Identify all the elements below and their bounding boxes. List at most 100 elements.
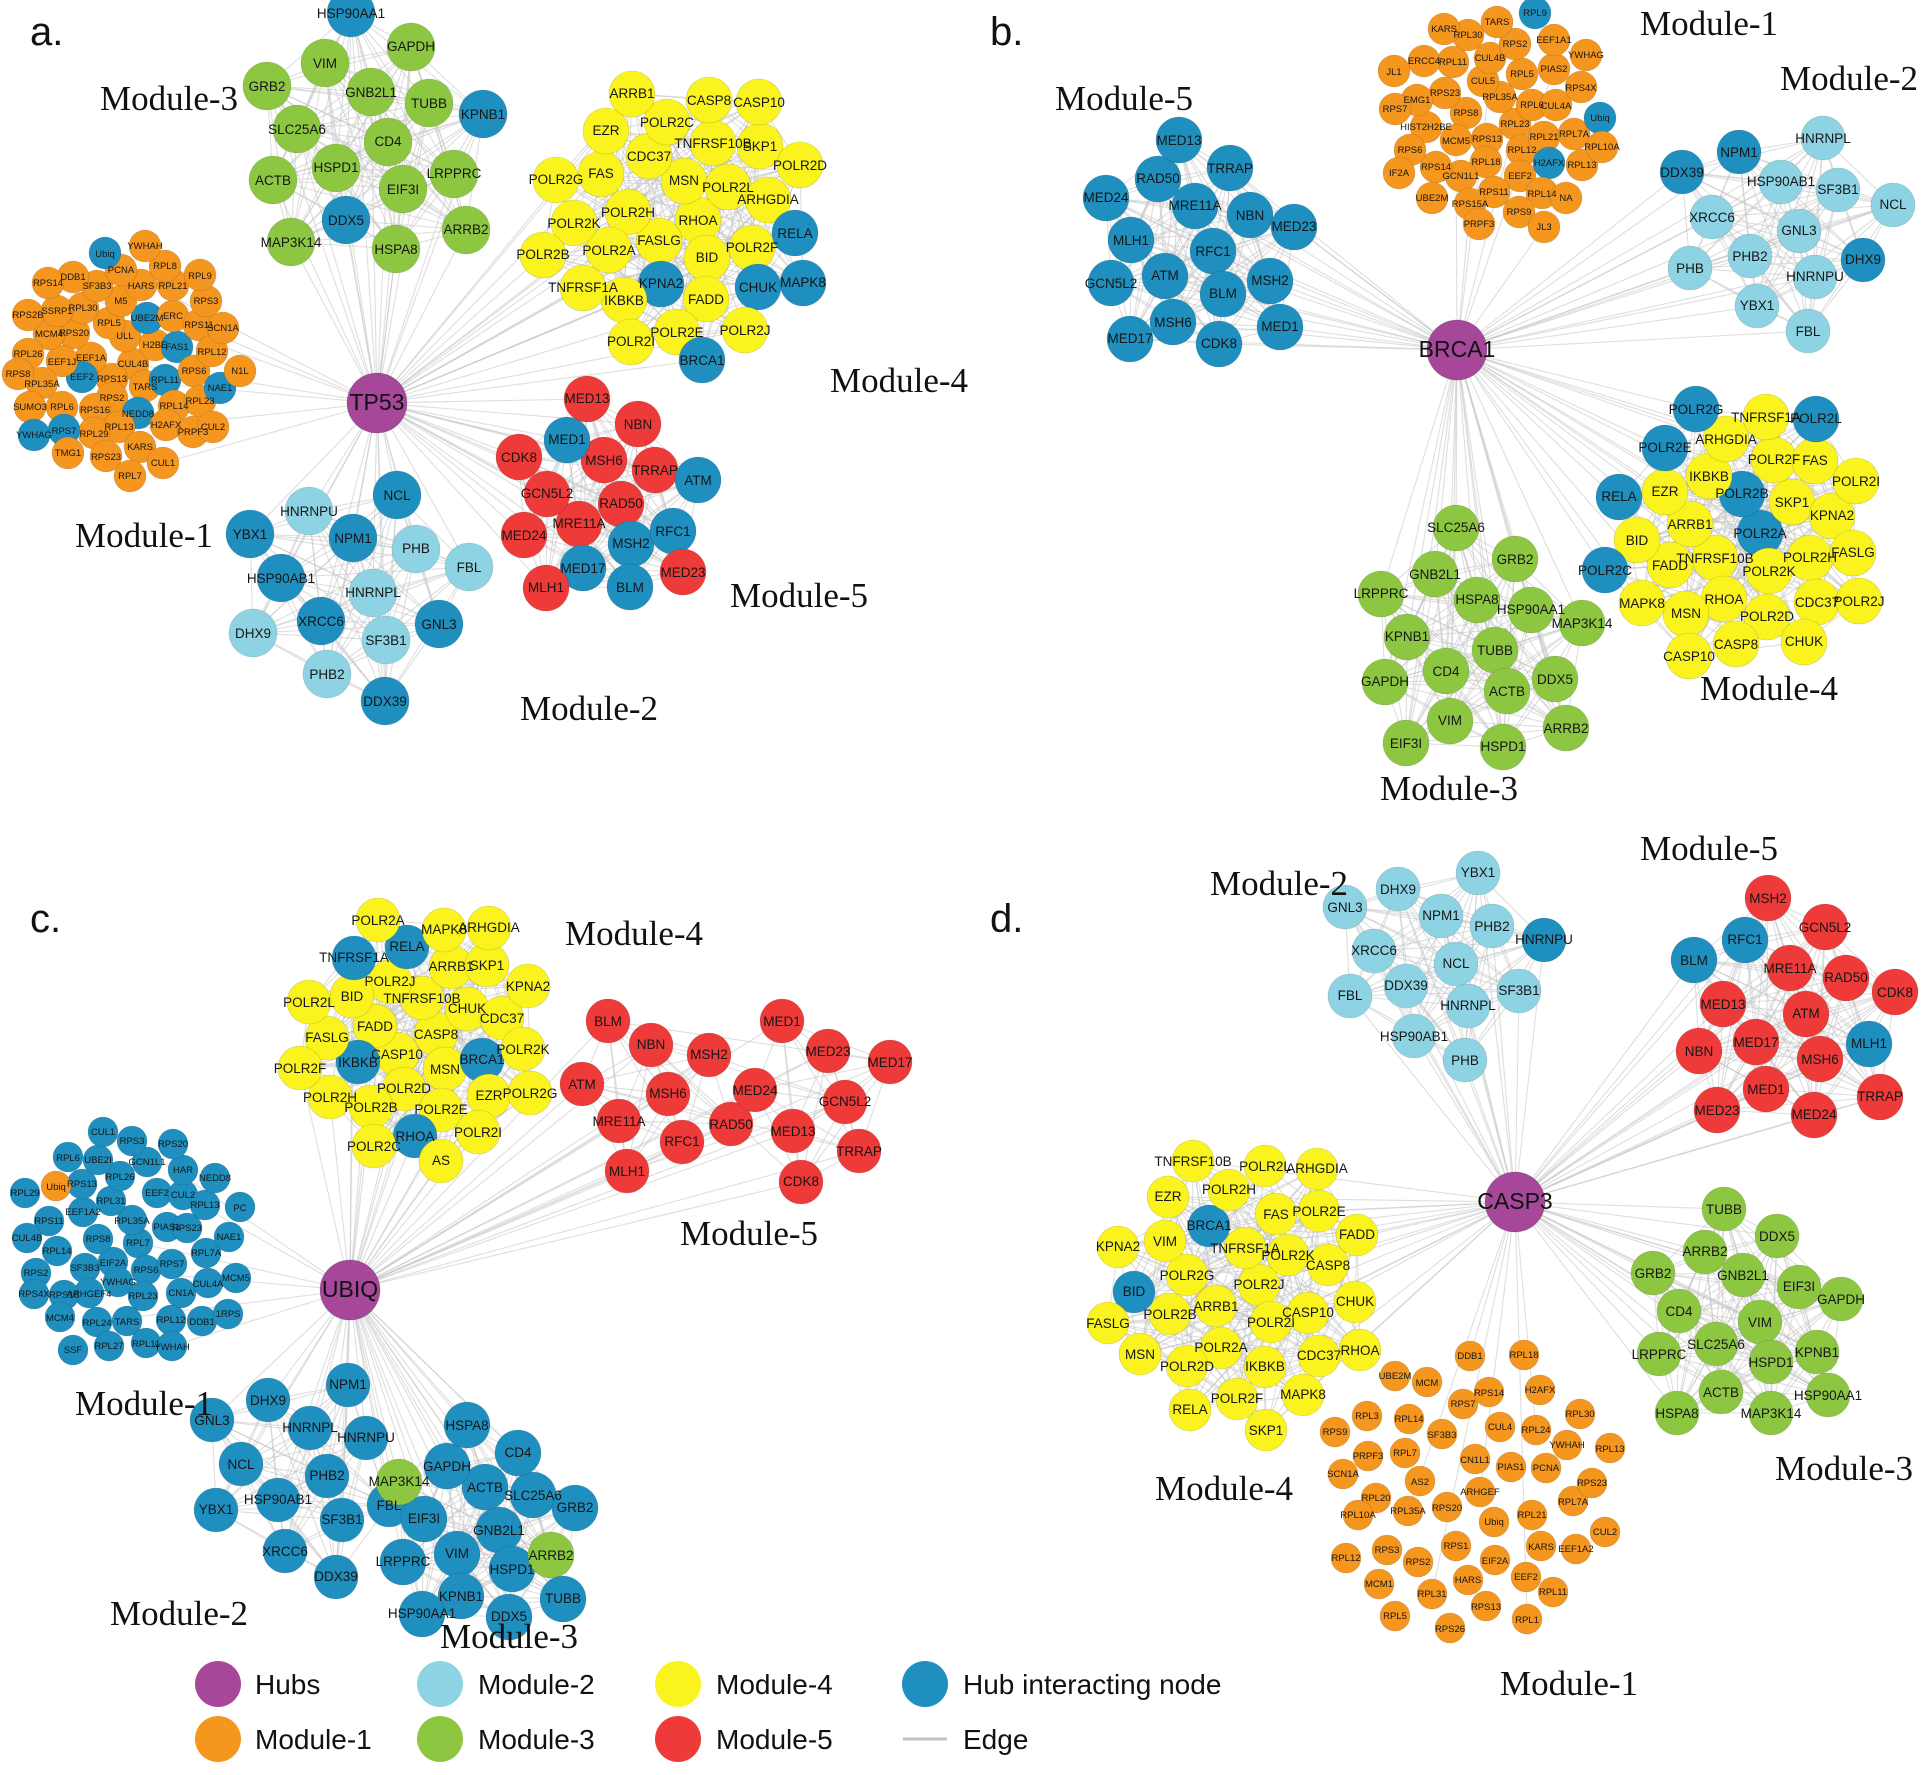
svg-text:MED13: MED13 (564, 391, 609, 406)
svg-text:SF3B1: SF3B1 (365, 633, 406, 648)
svg-text:RPL14: RPL14 (159, 401, 188, 412)
svg-text:POLR2J: POLR2J (1833, 594, 1884, 609)
svg-text:TUBB: TUBB (411, 96, 447, 111)
svg-text:RPL13: RPL13 (1567, 160, 1596, 171)
svg-text:POLR2I: POLR2I (607, 334, 655, 349)
svg-text:HSP90AB1: HSP90AB1 (244, 1492, 312, 1507)
svg-text:YBX1: YBX1 (199, 1502, 234, 1517)
svg-text:RPS7: RPS7 (52, 426, 77, 437)
svg-text:MED17: MED17 (1733, 1035, 1778, 1050)
svg-text:NBN: NBN (637, 1037, 666, 1052)
svg-text:ARHGDIA: ARHGDIA (1286, 1161, 1348, 1176)
svg-text:RPS16: RPS16 (49, 1290, 79, 1301)
svg-text:NEDD8: NEDD8 (199, 1173, 231, 1184)
svg-text:HNRNPL: HNRNPL (1795, 131, 1851, 146)
svg-text:POLR2K: POLR2K (496, 1042, 549, 1057)
svg-text:CASP8: CASP8 (687, 93, 731, 108)
svg-text:Module-2: Module-2 (478, 1669, 595, 1700)
svg-text:POLR2D: POLR2D (1740, 609, 1794, 624)
svg-text:RPL14: RPL14 (1394, 1414, 1423, 1425)
svg-text:Module-4: Module-4 (1700, 669, 1838, 708)
svg-text:FBL: FBL (1796, 324, 1821, 339)
svg-text:LRPPRC: LRPPRC (427, 166, 482, 181)
svg-text:KPNA2: KPNA2 (1096, 1239, 1140, 1254)
svg-text:POLR2J: POLR2J (364, 974, 415, 989)
svg-text:RPL18: RPL18 (1471, 157, 1500, 168)
svg-text:AS: AS (432, 1153, 450, 1168)
svg-text:BRCA1: BRCA1 (1186, 1218, 1231, 1233)
svg-text:RPS6: RPS6 (1398, 145, 1423, 156)
svg-text:FAS: FAS (588, 166, 614, 181)
svg-text:CDK8: CDK8 (783, 1174, 819, 1189)
svg-text:MED24: MED24 (732, 1083, 778, 1098)
svg-text:FASLG: FASLG (637, 233, 681, 248)
svg-text:HNRNPL: HNRNPL (1440, 998, 1496, 1013)
svg-text:CHUK: CHUK (1336, 1294, 1374, 1309)
svg-text:ARRB1: ARRB1 (1193, 1299, 1238, 1314)
svg-text:PRPF3: PRPF3 (1353, 1451, 1384, 1462)
svg-text:RPS7: RPS7 (1383, 104, 1408, 115)
svg-text:RPL35A: RPL35A (114, 1216, 150, 1227)
svg-text:XRCC6: XRCC6 (262, 1544, 308, 1559)
svg-text:HSPA8: HSPA8 (1455, 592, 1498, 607)
svg-text:EEF1J: EEF1J (48, 357, 77, 368)
svg-text:RPL31: RPL31 (1417, 1589, 1446, 1600)
svg-text:MSN: MSN (1125, 1347, 1155, 1362)
svg-text:RPL5: RPL5 (1383, 1611, 1407, 1622)
svg-text:UBE2M: UBE2M (131, 313, 164, 324)
svg-text:LRPPRC: LRPPRC (1354, 586, 1409, 601)
svg-text:RFC1: RFC1 (664, 1134, 699, 1149)
svg-text:CDK8: CDK8 (501, 450, 537, 465)
svg-text:RPL23: RPL23 (128, 1291, 157, 1302)
svg-text:ARHGEF: ARHGEF (1460, 1487, 1500, 1498)
svg-text:RPS13: RPS13 (1471, 1602, 1501, 1613)
svg-text:CASP10: CASP10 (1663, 649, 1715, 664)
svg-text:POLR2C: POLR2C (347, 1139, 401, 1154)
svg-text:CASP10: CASP10 (371, 1047, 423, 1062)
svg-text:RPL10A: RPL10A (1584, 142, 1620, 153)
svg-text:POLR2J: POLR2J (1233, 1277, 1284, 1292)
svg-text:ARRB2: ARRB2 (528, 1548, 573, 1563)
svg-text:POLR2I: POLR2I (454, 1125, 502, 1140)
svg-text:EZR: EZR (1652, 484, 1679, 499)
svg-text:Hub interacting node: Hub interacting node (963, 1669, 1221, 1700)
svg-text:POLR2G: POLR2G (1669, 402, 1724, 417)
svg-text:RPS11: RPS11 (34, 1216, 63, 1227)
svg-text:VIM: VIM (1438, 713, 1462, 728)
svg-text:RPS14: RPS14 (1474, 1388, 1504, 1399)
svg-text:RPL1: RPL1 (1515, 1615, 1539, 1626)
svg-text:MED17: MED17 (560, 561, 605, 576)
svg-text:MAPK8: MAPK8 (780, 275, 826, 290)
svg-text:POLR2H: POLR2H (1202, 1182, 1256, 1197)
svg-text:EIF3I: EIF3I (387, 182, 419, 197)
svg-text:GNB2L1: GNB2L1 (345, 85, 397, 100)
svg-text:MRE11A: MRE11A (592, 1114, 645, 1129)
svg-text:DDX39: DDX39 (363, 694, 407, 709)
svg-text:RPS2: RPS2 (24, 1268, 49, 1279)
svg-text:DDX5: DDX5 (1759, 1229, 1795, 1244)
svg-text:ARRB1: ARRB1 (609, 86, 654, 101)
svg-text:IKBKB: IKBKB (1689, 469, 1729, 484)
svg-text:RPS7: RPS7 (1451, 1399, 1476, 1410)
svg-text:AS2: AS2 (1411, 1477, 1429, 1488)
svg-text:NPM1: NPM1 (334, 531, 372, 546)
svg-text:RPS9: RPS9 (1507, 207, 1532, 218)
svg-text:RPS2: RPS2 (100, 393, 125, 404)
svg-text:EIF2A: EIF2A (1482, 1556, 1509, 1567)
svg-text:YBX1: YBX1 (1461, 865, 1496, 880)
svg-text:MAP3K14: MAP3K14 (1741, 1406, 1802, 1421)
svg-text:FBL: FBL (1338, 988, 1363, 1003)
svg-text:RPL14: RPL14 (42, 1246, 71, 1257)
svg-text:RPS3: RPS3 (194, 296, 219, 307)
svg-text:Module-1: Module-1 (1640, 4, 1778, 43)
svg-text:HNRNPL: HNRNPL (282, 1420, 338, 1435)
svg-text:MRE11A: MRE11A (1168, 198, 1221, 213)
svg-text:POLR2E: POLR2E (1292, 1204, 1345, 1219)
svg-text:ARRB2: ARRB2 (1543, 721, 1588, 736)
svg-text:RPS6: RPS6 (134, 1265, 159, 1276)
svg-text:EIF3I: EIF3I (408, 1511, 440, 1526)
svg-text:RPL35A: RPL35A (1482, 92, 1518, 103)
svg-text:RFC1: RFC1 (1195, 244, 1230, 259)
svg-text:GAPDH: GAPDH (1817, 1292, 1865, 1307)
svg-text:HSPA8: HSPA8 (445, 1418, 488, 1433)
